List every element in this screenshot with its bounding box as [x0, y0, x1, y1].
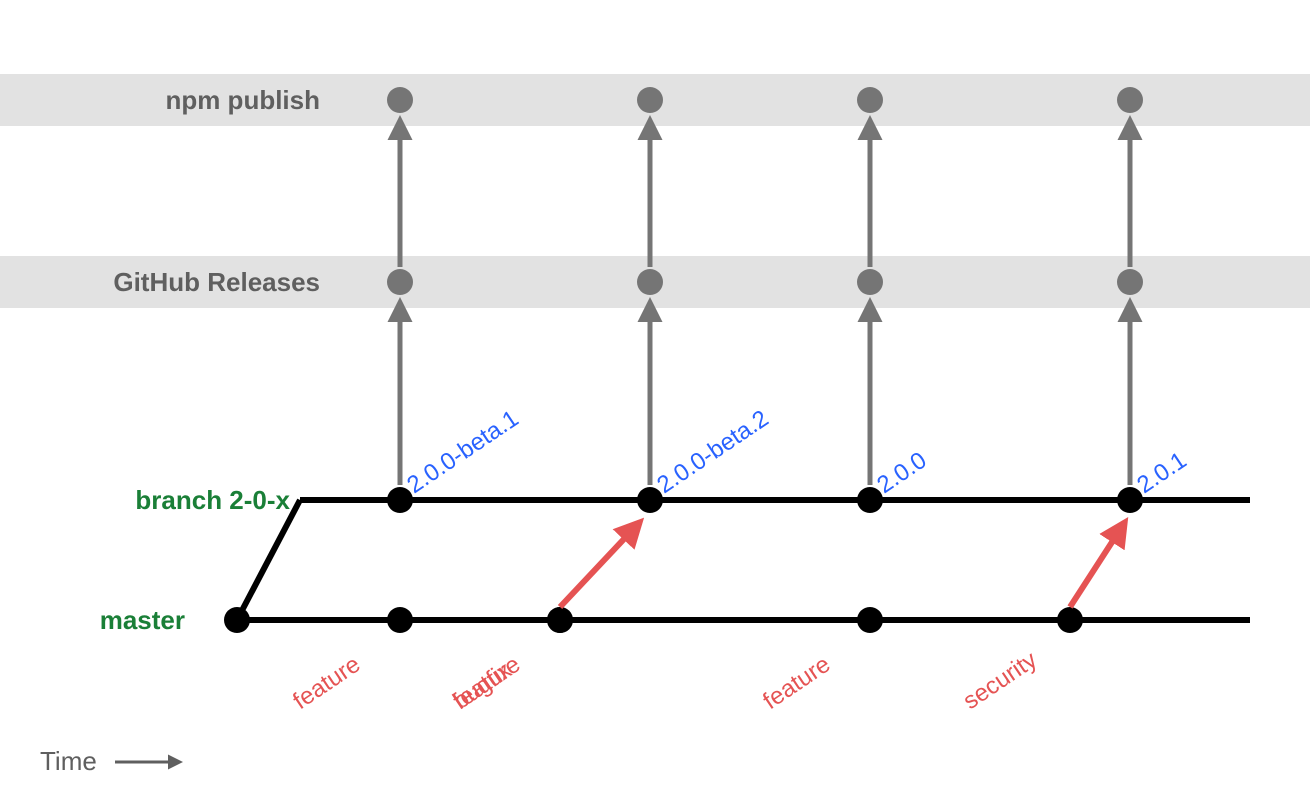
merge-commit-label: security — [958, 646, 1042, 715]
github-lane-label: GitHub Releases — [113, 267, 320, 297]
branch-fork-line — [237, 500, 300, 620]
release-commit-dot — [1117, 487, 1143, 513]
branching-diagram: npm publish GitHub Releases master branch 2… — [0, 0, 1310, 806]
release-tag-label: 2.0.0 — [872, 447, 931, 499]
release-commit-dot — [637, 487, 663, 513]
github-release-dot — [387, 269, 413, 295]
release-tag-label: 2.0.0-beta.1 — [402, 405, 523, 499]
master-label: master — [100, 605, 185, 635]
npm-publish-dot — [387, 87, 413, 113]
release-commit-dot — [387, 487, 413, 513]
merge-commit-label: bugfix — [448, 657, 516, 715]
github-release-dot — [637, 269, 663, 295]
release-commit-dot — [857, 487, 883, 513]
master-commit-label: feature — [758, 651, 835, 715]
github-release-dot — [1117, 269, 1143, 295]
npm-publish-dot — [637, 87, 663, 113]
master-commit-dot — [224, 607, 250, 633]
time-axis-label: Time — [40, 746, 97, 776]
npm-publish-dot — [1117, 87, 1143, 113]
master-commit-label: feature — [288, 651, 365, 715]
npm-publish-dot — [857, 87, 883, 113]
npm-lane-label: npm publish — [165, 85, 320, 115]
master-commit-dot — [387, 607, 413, 633]
release-tag-label: 2.0.1 — [1132, 447, 1191, 499]
merge-arrow — [560, 522, 640, 607]
merge-arrow — [1070, 522, 1125, 607]
release-tag-label: 2.0.0-beta.2 — [652, 405, 773, 499]
merge-source-commit-dot — [547, 607, 573, 633]
merge-source-commit-dot — [1057, 607, 1083, 633]
branch-label: branch 2-0-x — [135, 485, 290, 515]
master-commit-dot — [857, 607, 883, 633]
github-release-dot — [857, 269, 883, 295]
